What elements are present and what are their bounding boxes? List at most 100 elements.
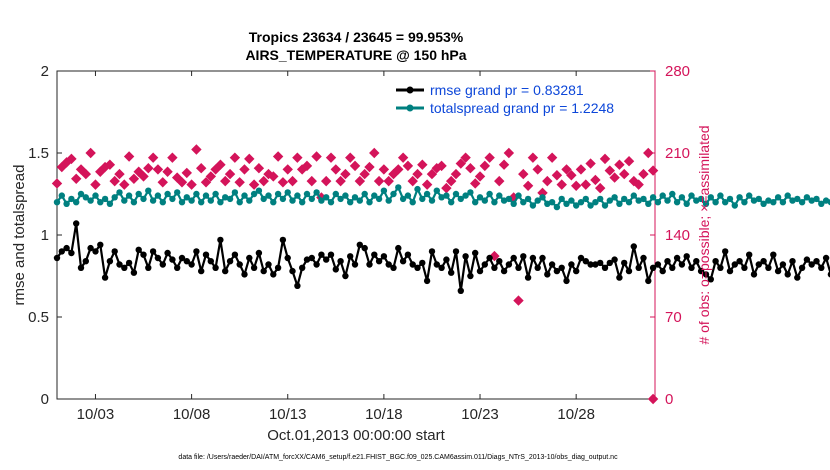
x-axis: 10/03 10/08 10/13 10/18 10/23 10/28: [77, 71, 595, 423]
totalspread-point: [736, 194, 743, 201]
obs-count-point: [614, 159, 625, 170]
rmse-point: [404, 251, 412, 258]
obs-count-point: [633, 179, 644, 190]
totalspread-point: [697, 195, 705, 203]
rmse-point: [697, 267, 705, 275]
obs-count-point: [80, 168, 92, 180]
obs-count-point: [609, 172, 620, 183]
obs-count-point: [647, 165, 659, 176]
rmse-point: [188, 261, 195, 268]
rmse-point: [164, 249, 171, 257]
rmse-point: [77, 264, 85, 271]
rmse-point: [149, 248, 157, 255]
obs-count-point: [407, 175, 418, 187]
totalspread-point: [717, 192, 724, 199]
totalspread-point: [371, 192, 378, 199]
obs-count-point: [570, 180, 582, 192]
rmse-point: [712, 258, 719, 265]
rmse-point: [803, 256, 811, 263]
totalspread-point: [794, 195, 801, 203]
rmse-point: [241, 271, 248, 278]
plot-area: [56, 70, 656, 400]
totalspread-point: [563, 200, 570, 207]
totalspread-point: [683, 200, 690, 207]
obs-count-point: [253, 163, 265, 174]
totalspread-point: [592, 199, 599, 206]
totalspread-point: [635, 197, 642, 204]
totalspread-point: [452, 190, 460, 198]
x-tick-label: 10/13: [269, 406, 307, 423]
obs-count-point: [85, 147, 96, 159]
y-tick-label: 1.5: [28, 145, 49, 162]
y-axis-label: rmse and totalspread: [11, 165, 28, 306]
rmse-point: [323, 256, 330, 263]
obs-count-point: [599, 153, 611, 165]
totalspread-point: [496, 192, 503, 199]
totalspread-point: [746, 192, 753, 199]
totalspread-point: [414, 185, 421, 193]
totalspread-point: [222, 194, 229, 201]
rmse-point: [159, 261, 166, 268]
rmse-point: [645, 277, 652, 285]
obs-count-point: [542, 175, 553, 187]
rmse-point: [673, 254, 681, 262]
obs-count-point: [585, 158, 596, 169]
rmse-point: [481, 261, 488, 268]
totalspread-point: [539, 194, 546, 201]
obs-count-point: [378, 164, 390, 175]
rmse-point: [97, 241, 104, 248]
rmse-point: [659, 267, 666, 275]
rmse-point: [770, 251, 777, 258]
rmse-point: [366, 261, 373, 268]
totalspread-point: [760, 200, 767, 207]
obs-count-point: [556, 179, 567, 190]
y-tick-label: 2: [41, 63, 49, 80]
rmse-point: [544, 271, 551, 278]
rmse-point: [827, 271, 830, 278]
obs-count-point: [647, 393, 659, 405]
rmse-point: [87, 244, 94, 252]
obs-count-point: [527, 152, 539, 163]
obs-count-point: [465, 163, 476, 174]
y-right-tick-label: 70: [665, 309, 682, 326]
totalspread-point: [419, 195, 426, 203]
obs-count-point: [479, 160, 491, 172]
obs-count-point: [196, 163, 207, 174]
rmse-point: [409, 261, 416, 268]
obs-count-point: [590, 174, 601, 186]
totalspread-point: [174, 189, 181, 196]
obs-count-point: [532, 164, 543, 175]
totalspread-point: [279, 195, 287, 203]
rmse-point: [813, 258, 820, 265]
totalspread-point: [722, 199, 729, 206]
rmse-point: [433, 261, 440, 268]
rmse-point: [462, 253, 469, 260]
rmse-point: [327, 251, 335, 258]
obs-count-point: [71, 173, 82, 184]
rmse-point: [553, 267, 561, 275]
legend-rmse-marker: [406, 86, 414, 94]
totalspread-point: [159, 199, 166, 206]
rmse-point: [534, 264, 541, 271]
rmse-point: [611, 256, 618, 263]
rmse-point: [774, 267, 782, 275]
obs-count-point: [229, 152, 241, 163]
rmse-point: [130, 269, 138, 276]
rmse-point: [678, 261, 686, 268]
totalspread-point: [92, 192, 99, 199]
obs-count-point: [258, 175, 269, 187]
rmse-point: [741, 264, 748, 271]
rmse-point: [395, 244, 402, 252]
obs-count-point: [354, 175, 366, 187]
totalspread-point: [664, 197, 671, 204]
totalspread-point: [265, 192, 272, 199]
obs-count-point: [311, 151, 322, 162]
obs-count-point: [128, 173, 140, 184]
totalspread-point: [423, 190, 431, 198]
obs-count-point: [104, 159, 116, 170]
rmse-point: [592, 261, 599, 268]
rmse-point: [313, 261, 320, 268]
obs-count-point: [580, 179, 591, 190]
totalspread-point: [366, 199, 373, 206]
totalspread-point: [803, 194, 811, 201]
